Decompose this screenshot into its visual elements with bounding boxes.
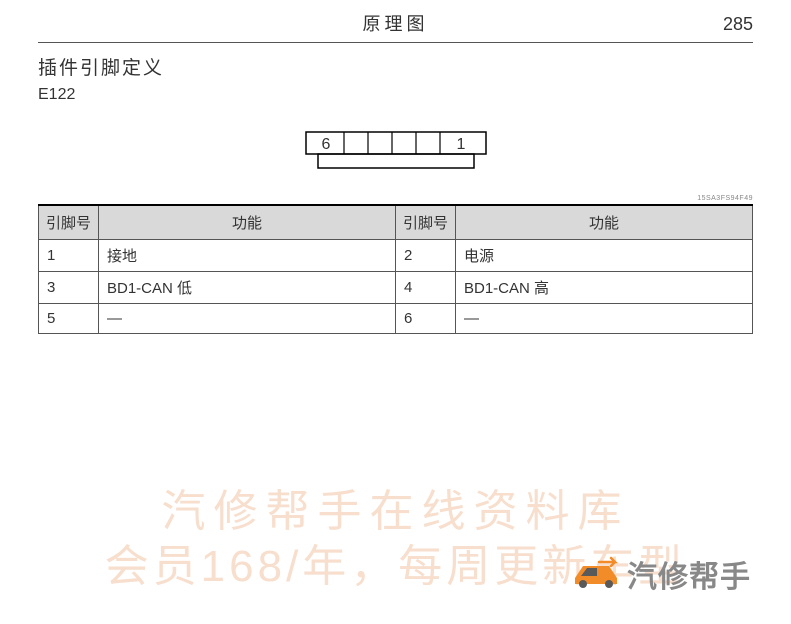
section-title: 插件引脚定义 xyxy=(38,53,753,80)
watermark-line-1: 汽修帮手在线资料库 xyxy=(0,475,791,539)
car-icon xyxy=(569,556,621,592)
col-pin-b: 引脚号 xyxy=(396,206,456,240)
pin-table: 引脚号 功能 引脚号 功能 1 接地 2 电源 3 BD1-CAN 低 4 BD… xyxy=(38,206,753,334)
brand-logo: 汽修帮手 xyxy=(569,552,751,596)
connector-id: E122 xyxy=(38,86,753,104)
pin-cell: 3 xyxy=(39,272,99,304)
pin-cell: 4 xyxy=(396,272,456,304)
pin-cell: 5 xyxy=(39,304,99,334)
func-cell: 电源 xyxy=(456,240,753,272)
logo-text: 汽修帮手 xyxy=(627,552,751,596)
pin-cell: 6 xyxy=(396,304,456,334)
table-row: 5 — 6 — xyxy=(39,304,753,334)
header-title: 原理图 xyxy=(98,10,693,36)
table-row: 1 接地 2 电源 xyxy=(39,240,753,272)
diagram-code: 15SA3FS94F49 xyxy=(38,195,753,202)
pin-label-left: 6 xyxy=(321,136,330,153)
func-cell: — xyxy=(99,304,396,334)
func-cell: BD1-CAN 低 xyxy=(99,272,396,304)
table-header-row: 引脚号 功能 引脚号 功能 xyxy=(39,206,753,240)
page-number: 285 xyxy=(693,14,753,35)
connector-diagram: 6 1 xyxy=(38,122,753,187)
col-pin-a: 引脚号 xyxy=(39,206,99,240)
col-func-b: 功能 xyxy=(456,206,753,240)
pin-label-right: 1 xyxy=(456,136,465,153)
col-func-a: 功能 xyxy=(99,206,396,240)
pin-cell: 2 xyxy=(396,240,456,272)
func-cell: 接地 xyxy=(99,240,396,272)
func-cell: — xyxy=(456,304,753,334)
table-row: 3 BD1-CAN 低 4 BD1-CAN 高 xyxy=(39,272,753,304)
func-cell: BD1-CAN 高 xyxy=(456,272,753,304)
page-header: 原理图 285 xyxy=(38,10,753,43)
pin-cell: 1 xyxy=(39,240,99,272)
